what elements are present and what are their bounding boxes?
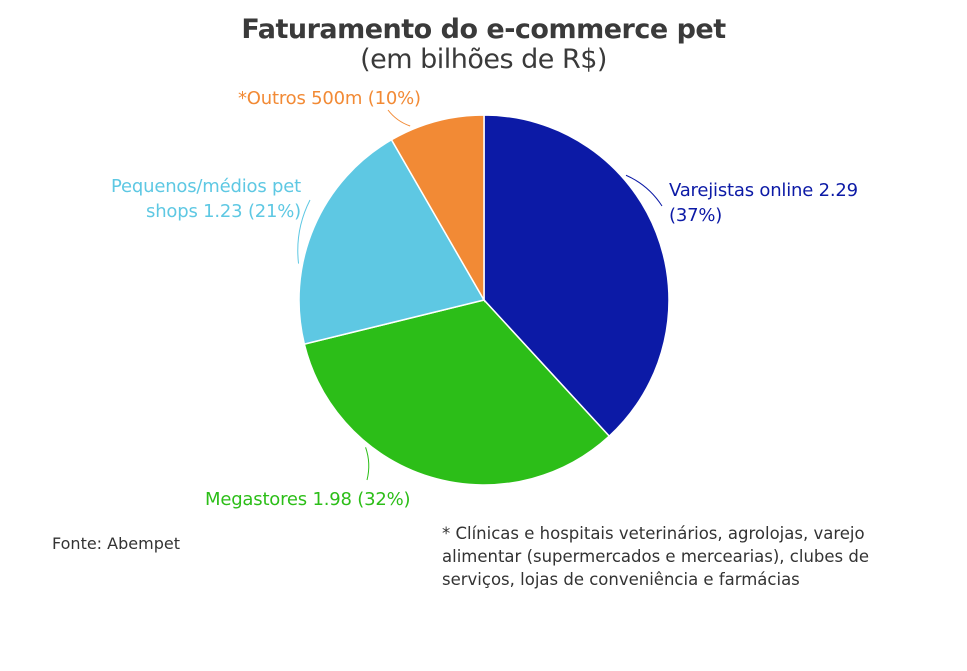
slice-label-varejistas-line1: Varejistas online 2.29 [669, 180, 858, 201]
chart-title: Faturamento do e-commerce pet [241, 14, 726, 45]
slice-megastores [303, 299, 611, 486]
leader-outros [387, 109, 411, 127]
slice-label-megastores: Megastores 1.98 (32%) [205, 487, 411, 512]
leader-megastores [365, 447, 370, 481]
slice-label-megastores-line1: Megastores 1.98 (32%) [205, 489, 411, 510]
slice-varejistas [483, 114, 670, 438]
chart-footnote: * Clínicas e hospitais veterinários, agr… [442, 524, 870, 589]
slice-pequenos [298, 138, 486, 346]
slice-label-pequenos: Pequenos/médios pet shops 1.23 (21%) [111, 174, 301, 224]
leader-varejistas [625, 174, 663, 207]
slice-label-varejistas-line2: (37%) [669, 205, 723, 226]
slice-label-pequenos-line2: shops 1.23 (21%) [146, 201, 301, 222]
slice-label-outros: *Outros 500m (10%) [238, 86, 421, 111]
chart-source: Fonte: Abempet [52, 534, 180, 553]
slice-outros [390, 114, 485, 303]
slice-label-varejistas: Varejistas online 2.29 (37%) [669, 178, 858, 228]
chart-subtitle: (em bilhões de R$) [360, 44, 607, 75]
slice-label-outros-line1: *Outros 500m (10%) [238, 88, 421, 109]
leader-pequenos [297, 199, 311, 264]
slice-label-pequenos-line1: Pequenos/médios pet [111, 176, 301, 197]
